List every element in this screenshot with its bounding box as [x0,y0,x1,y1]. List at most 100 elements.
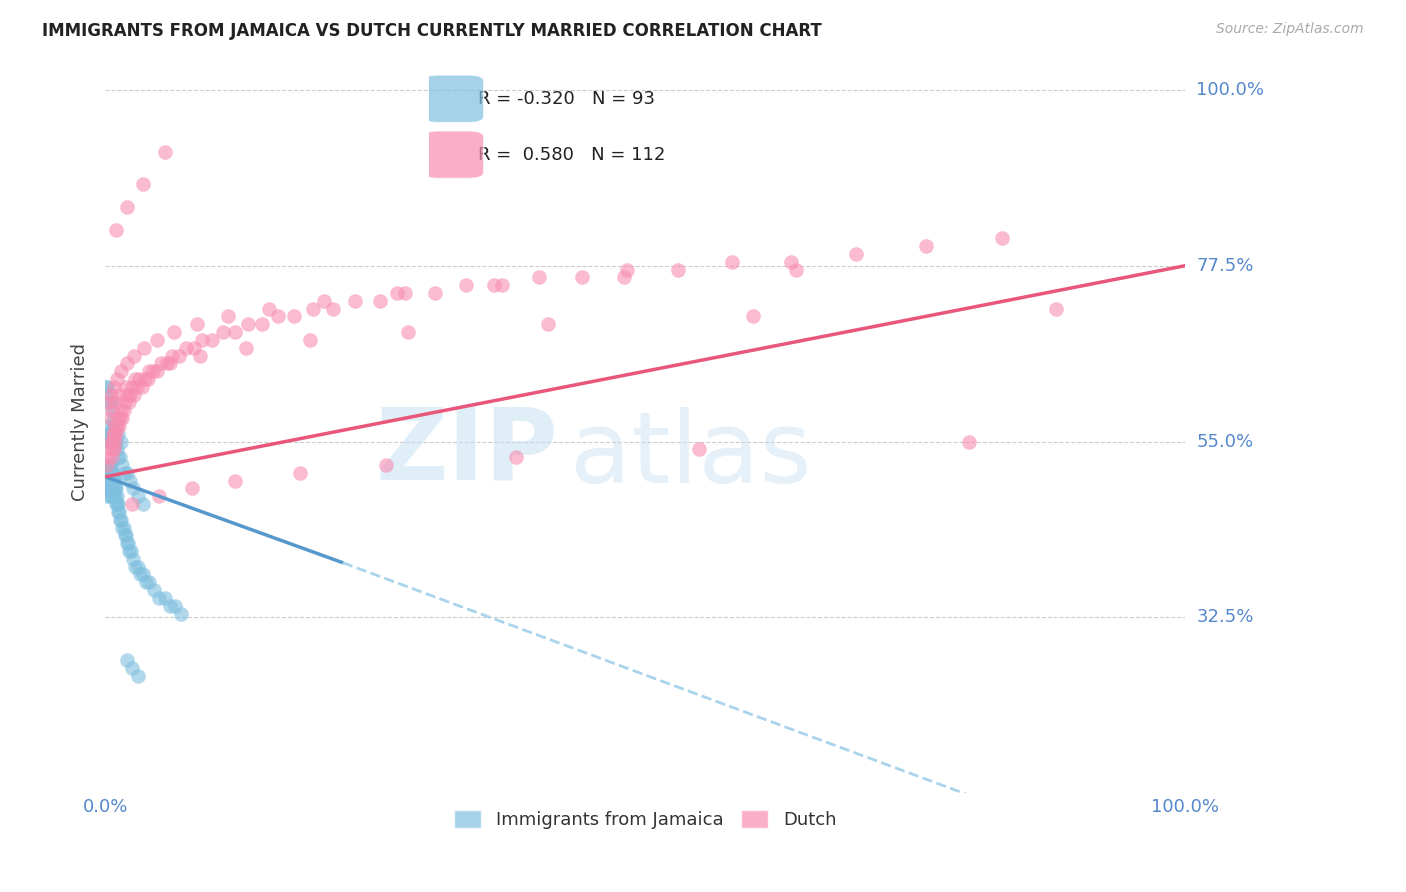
Point [201,333,224,347]
Point [101,418,124,433]
Point [96,482,118,496]
Point [101,426,124,441]
Point [134,372,156,386]
Point [183,341,205,355]
Point [96,380,118,394]
Point [100,403,122,417]
Point [236,318,259,332]
Point [138,575,160,590]
Point [96,426,118,441]
Point [212,325,235,339]
Point [103,474,125,488]
Point [103,489,125,503]
Point [107,505,129,519]
Point [250,318,273,332]
Point [100,466,122,480]
Point [114,395,136,409]
Point [112,403,135,417]
Point [101,482,124,496]
Point [107,426,129,441]
Point [108,418,131,433]
Point [98,458,121,472]
Point [115,466,138,480]
Point [120,474,142,488]
Point [97,466,120,480]
Point [148,489,170,503]
Point [97,450,120,465]
Point [104,418,127,433]
Point [105,482,128,496]
Point [100,395,122,409]
Point [666,262,689,277]
Point [104,474,127,488]
Point [156,356,179,370]
Point [96,434,118,449]
Point [107,497,129,511]
Point [124,559,146,574]
Point [368,293,391,308]
Point [97,474,120,488]
Point [100,482,122,496]
Point [150,356,173,370]
Point [120,387,142,401]
Point [98,489,121,503]
Text: 77.5%: 77.5% [1197,257,1254,275]
Point [571,270,593,285]
Point [115,200,138,214]
Point [170,607,193,621]
Point [96,474,118,488]
Point [482,278,505,293]
Point [786,262,808,277]
Point [98,426,121,441]
Point [96,380,118,394]
Point [100,434,122,449]
Point [110,434,132,449]
Point [110,513,132,527]
Point [299,333,322,347]
Point [283,310,305,324]
Point [167,349,190,363]
Point [105,223,128,237]
Point [288,466,311,480]
Point [343,293,366,308]
Point [96,474,118,488]
Point [103,442,125,457]
Point [110,403,132,417]
Point [115,653,138,667]
Point [100,426,122,441]
Point [160,349,183,363]
Point [100,466,122,480]
Point [107,450,129,465]
Point [159,599,181,613]
Point [115,387,138,401]
Point [375,458,398,472]
Point [103,411,125,425]
Point [96,489,118,503]
Point [128,372,150,386]
Point [165,599,187,613]
Point [118,395,141,409]
Point [122,482,145,496]
Point [114,528,136,542]
Point [105,489,128,503]
Point [98,482,121,496]
Point [105,497,128,511]
Text: 100.0%: 100.0% [1197,81,1264,99]
Point [105,426,128,441]
Point [104,434,127,449]
Point [132,497,155,511]
Point [97,387,120,401]
Text: 32.5%: 32.5% [1197,608,1254,626]
Point [98,411,121,425]
Point [322,301,344,316]
Point [96,458,118,472]
Point [191,333,214,347]
Point [105,418,128,433]
Point [121,661,143,675]
Point [259,301,281,316]
Point [138,372,160,386]
Point [103,434,125,449]
Point [180,482,202,496]
Point [104,395,127,409]
Point [114,380,136,394]
